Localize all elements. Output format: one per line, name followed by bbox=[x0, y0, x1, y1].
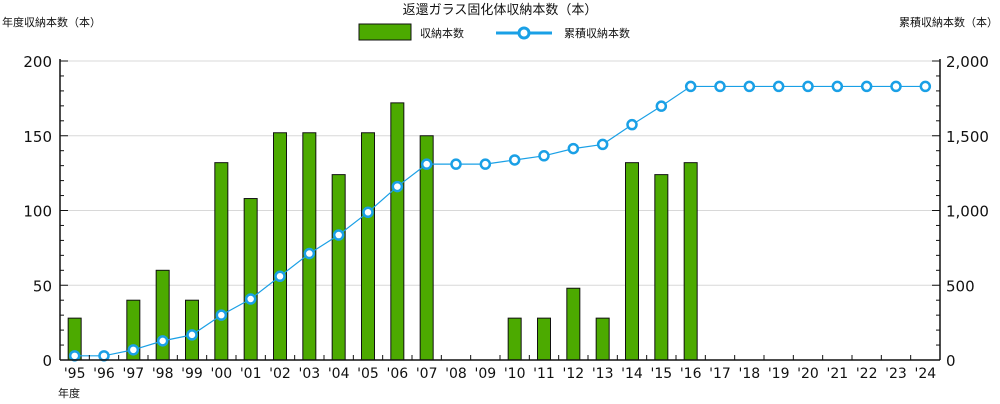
x-tick-label: '96 bbox=[93, 366, 115, 382]
bar bbox=[595, 317, 610, 361]
x-tick-label: '13 bbox=[592, 366, 614, 382]
left-tick-label: 0 bbox=[42, 352, 52, 370]
x-tick-label: '22 bbox=[856, 366, 878, 382]
bar bbox=[302, 132, 317, 361]
line-point bbox=[479, 158, 492, 170]
cumulative-line bbox=[74, 85, 926, 357]
x-tick-label: '09 bbox=[474, 366, 496, 382]
legend-line-marker bbox=[517, 26, 531, 40]
x-tick-label: '11 bbox=[533, 366, 555, 382]
left-tick-label: 150 bbox=[23, 128, 52, 146]
x-tick-label: '97 bbox=[122, 366, 144, 382]
x-tick-label: '19 bbox=[768, 366, 790, 382]
x-tick-label: '99 bbox=[181, 366, 203, 382]
right-tick-label: 0 bbox=[946, 352, 956, 370]
line-point bbox=[802, 80, 814, 93]
right-tick-label: 1,000 bbox=[946, 203, 989, 221]
x-tick-label: '10 bbox=[504, 366, 526, 382]
x-tick-label: '18 bbox=[738, 366, 760, 382]
line-point bbox=[450, 158, 462, 170]
bar bbox=[361, 132, 375, 361]
x-tick-label: '24 bbox=[914, 366, 936, 382]
line-point bbox=[596, 138, 609, 151]
x-tick-label: '03 bbox=[298, 366, 320, 382]
line-point bbox=[156, 335, 169, 347]
bar bbox=[273, 132, 287, 361]
x-tick-label: '05 bbox=[357, 366, 379, 382]
line-point bbox=[98, 350, 110, 362]
x-tick-label: '07 bbox=[416, 366, 438, 382]
line-point bbox=[332, 229, 345, 241]
line-point bbox=[743, 80, 756, 93]
bar bbox=[331, 174, 346, 361]
line-point bbox=[186, 329, 198, 341]
x-tick-label: '02 bbox=[269, 366, 291, 382]
x-tick-label: '16 bbox=[680, 366, 702, 382]
line-point bbox=[860, 80, 873, 93]
line-point bbox=[684, 80, 697, 93]
line-point bbox=[567, 142, 580, 155]
line-point bbox=[68, 350, 81, 362]
bar bbox=[625, 162, 639, 361]
legend-bar-label: 収納本数 bbox=[420, 26, 464, 40]
x-tick-label: '12 bbox=[562, 366, 584, 382]
bar bbox=[390, 102, 405, 361]
line-point bbox=[274, 270, 286, 283]
left-tick-label: 200 bbox=[23, 53, 52, 71]
left-tick-label: 50 bbox=[33, 277, 52, 295]
line-point bbox=[391, 180, 404, 193]
bar bbox=[537, 317, 551, 361]
x-axis-label: 年度 bbox=[58, 386, 80, 400]
line-point bbox=[919, 80, 932, 93]
line-point bbox=[655, 100, 668, 112]
line-point bbox=[420, 158, 433, 170]
x-tick-label: '06 bbox=[386, 366, 408, 382]
line-point bbox=[244, 293, 257, 305]
bar bbox=[654, 174, 669, 361]
line-point bbox=[714, 80, 726, 93]
line-point bbox=[215, 309, 228, 321]
bar bbox=[214, 162, 229, 361]
line-point bbox=[626, 118, 638, 131]
line-point bbox=[772, 80, 785, 93]
legend-line-label: 累積収納本数 bbox=[564, 26, 630, 40]
bar bbox=[566, 287, 581, 361]
x-tick-label: '14 bbox=[621, 366, 643, 382]
right-tick-label: 1,500 bbox=[946, 128, 989, 146]
right-axis-label: 累積収納本数（本） bbox=[899, 15, 998, 29]
right-tick-label: 500 bbox=[946, 277, 975, 295]
x-tick-label: '23 bbox=[885, 366, 907, 382]
line-point bbox=[362, 206, 374, 219]
bar bbox=[683, 162, 698, 361]
x-tick-label: '95 bbox=[64, 366, 86, 382]
legend: 収納本数 累積収納本数 bbox=[358, 23, 630, 41]
line-point bbox=[508, 154, 521, 166]
x-tick-label: '20 bbox=[797, 366, 819, 382]
x-tick-label: '00 bbox=[210, 366, 232, 382]
x-tick-label: '17 bbox=[709, 366, 731, 382]
line-point bbox=[127, 344, 140, 356]
bar bbox=[243, 198, 258, 361]
left-axis-label: 年度収納本数（本） bbox=[2, 15, 101, 29]
line-point bbox=[890, 80, 902, 93]
x-tick-label: '01 bbox=[240, 366, 262, 382]
legend-bar-swatch bbox=[358, 23, 412, 41]
x-tick-label: '08 bbox=[445, 366, 467, 382]
left-tick-label: 100 bbox=[23, 203, 52, 221]
line-point bbox=[831, 80, 844, 93]
x-tick-label: '98 bbox=[152, 366, 174, 382]
chart-title: 返還ガラス固化体収納本数（本） bbox=[403, 3, 598, 18]
x-tick-label: '15 bbox=[650, 366, 672, 382]
right-tick-label: 2,000 bbox=[946, 53, 989, 71]
x-tick-label: '04 bbox=[328, 366, 350, 382]
bar bbox=[507, 317, 522, 361]
line-point bbox=[538, 150, 550, 162]
x-tick-label: '21 bbox=[826, 366, 848, 382]
line-point bbox=[303, 247, 316, 260]
